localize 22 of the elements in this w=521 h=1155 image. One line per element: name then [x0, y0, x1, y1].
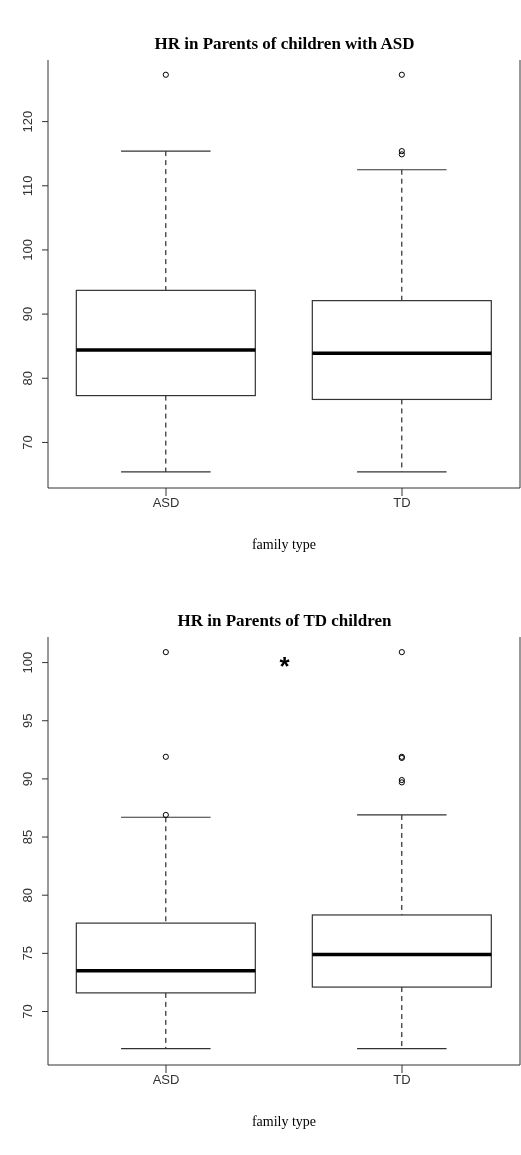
y-tick-label: 70 — [20, 1004, 35, 1019]
y-tick-label: 110 — [20, 175, 35, 197]
y-tick-label: 75 — [20, 946, 35, 961]
y-tick-label: 100 — [20, 239, 35, 261]
x-tick-label: TD — [393, 495, 411, 511]
x-tick-label: ASD — [152, 495, 180, 511]
y-tick-label: 90 — [20, 771, 35, 787]
y-tick-label: 95 — [20, 713, 35, 728]
x-axis-title: family type — [251, 537, 317, 552]
x-tick-label: ASD — [152, 1072, 180, 1088]
y-tick-label: 70 — [20, 435, 35, 450]
y-tick-label: 85 — [20, 829, 35, 845]
annotation: * — [278, 651, 291, 682]
y-tick-label: 90 — [20, 306, 35, 322]
y-tick-label: 120 — [20, 110, 35, 133]
y-tick-label: 80 — [20, 371, 35, 386]
chart-title: HR in Parents of TD children — [176, 611, 393, 631]
chart-title: HR in Parents of children with ASD — [153, 34, 416, 54]
x-tick-label: TD — [393, 1072, 411, 1088]
y-tick-label: 80 — [20, 887, 35, 903]
x-axis-title: family type — [251, 1114, 317, 1129]
y-tick-label: 100 — [20, 651, 35, 674]
